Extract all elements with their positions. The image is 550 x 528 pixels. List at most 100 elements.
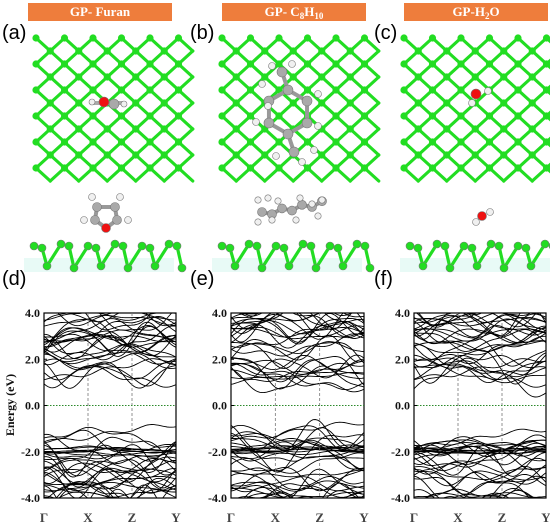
c-atom (277, 203, 287, 214)
p-atom (146, 138, 154, 146)
p-atom (471, 151, 479, 159)
o-atom (470, 88, 482, 100)
band-line (414, 360, 546, 380)
p-atom (360, 241, 370, 251)
p-atom (69, 263, 79, 273)
p-atom (60, 112, 69, 120)
p-atom (440, 241, 450, 251)
band-line (231, 448, 364, 456)
p-atom (42, 261, 52, 271)
p-atom (528, 99, 536, 107)
band-line (44, 358, 176, 388)
p-atom (32, 34, 40, 42)
o-atom (101, 223, 111, 233)
band-line (414, 450, 546, 472)
p-atom (275, 164, 283, 172)
band-line (44, 300, 176, 309)
p-atom (261, 73, 269, 81)
y-tick-label: 0.0 (25, 399, 40, 413)
h-atom (308, 200, 316, 208)
side-chain-b (212, 239, 375, 273)
kpoint-label: Z (128, 510, 137, 525)
band-line (231, 317, 364, 343)
p-atom (494, 241, 504, 251)
band-lines (44, 300, 176, 498)
p-atom (471, 73, 479, 81)
p-atom (89, 138, 97, 146)
c8h10-side-view (254, 194, 327, 226)
band-line (44, 445, 176, 454)
p-atom (318, 73, 326, 81)
h-atom (486, 208, 494, 216)
band-line (57, 489, 176, 498)
band-lines (414, 313, 546, 498)
p-atom (246, 164, 255, 172)
band-line (231, 368, 364, 378)
p-atom (89, 60, 97, 68)
band-line (231, 313, 364, 343)
p-atom (89, 112, 97, 120)
h-atom (298, 158, 306, 166)
p-bond (153, 243, 171, 267)
p-bond (99, 243, 117, 267)
y-tick-label: -4.0 (391, 491, 410, 505)
band-line (231, 452, 364, 474)
p-atom (360, 112, 369, 120)
band-line (414, 442, 546, 468)
p-atom (333, 243, 343, 253)
y-tick-label: 0.0 (395, 399, 410, 413)
band-line (44, 466, 176, 485)
h-atom (88, 193, 96, 201)
p-atom (526, 261, 536, 271)
h-atom (288, 60, 296, 68)
p-atom (103, 125, 111, 133)
p-atom (303, 138, 312, 146)
p-atom (318, 151, 326, 159)
h-atom (314, 90, 322, 98)
p-atom (164, 239, 174, 249)
band-line (231, 437, 364, 450)
h-atom (310, 146, 318, 154)
h2o-side-view (472, 208, 494, 226)
band-line (231, 334, 364, 363)
p-atom (303, 60, 312, 68)
p-atom (542, 34, 550, 42)
p-atom (414, 73, 422, 81)
p-atom (246, 34, 255, 42)
p-atom (60, 60, 69, 68)
p-atom (485, 164, 494, 172)
band-line (466, 313, 532, 323)
band-line (84, 313, 152, 331)
band-line (44, 458, 176, 474)
kpoint-label: Y (171, 510, 181, 525)
p-atom (117, 112, 126, 120)
p-atom (89, 86, 97, 94)
p-atom (232, 151, 240, 159)
band-line (414, 314, 546, 343)
p-atom (160, 73, 168, 81)
p-atom (271, 241, 281, 251)
p-atom (485, 112, 494, 120)
p-atom (500, 99, 508, 107)
p-atom (542, 138, 550, 146)
band-line (44, 447, 176, 455)
band-line (414, 354, 546, 369)
p-atom (445, 263, 455, 273)
p-atom (117, 34, 126, 42)
side-chain-c (400, 239, 550, 273)
band-line (44, 444, 176, 477)
p-atom (514, 138, 522, 146)
p-atom (428, 34, 437, 42)
p-atom (457, 34, 465, 42)
p-atom (325, 241, 335, 251)
h-atom (80, 216, 88, 224)
band-line (44, 329, 176, 343)
p-atom (360, 34, 369, 42)
band-line (414, 349, 546, 385)
p-atom (428, 164, 437, 172)
band-line (414, 358, 546, 388)
p-atom (275, 86, 283, 94)
band-line (44, 456, 176, 473)
band-line (231, 354, 364, 371)
band-line (44, 330, 176, 353)
